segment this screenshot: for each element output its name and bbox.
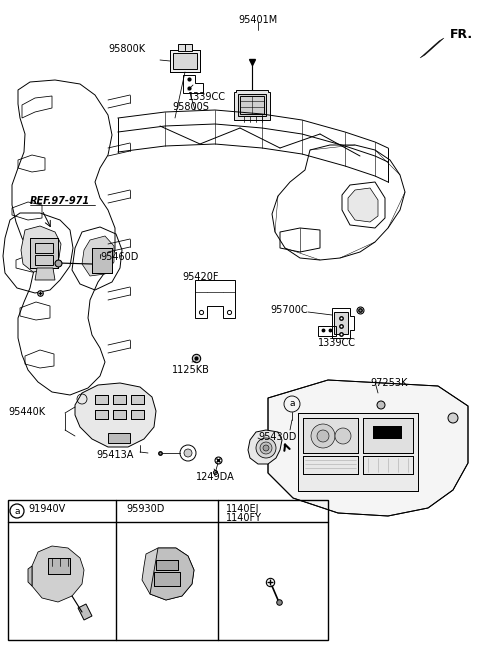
Circle shape: [260, 442, 272, 454]
Bar: [170, 50, 200, 72]
Text: 95460D: 95460D: [100, 252, 138, 262]
Bar: [156, 560, 178, 570]
Polygon shape: [28, 566, 32, 586]
Bar: [178, 44, 192, 51]
Bar: [303, 418, 358, 453]
Text: 95700C: 95700C: [270, 305, 308, 315]
Polygon shape: [420, 38, 444, 58]
Text: 1140FY: 1140FY: [226, 513, 262, 523]
Bar: [95, 395, 108, 404]
Bar: [92, 248, 112, 273]
Bar: [298, 413, 418, 491]
Bar: [131, 410, 144, 419]
Bar: [95, 395, 108, 404]
Text: 1140EJ: 1140EJ: [226, 504, 260, 514]
Polygon shape: [142, 548, 194, 600]
Circle shape: [184, 449, 192, 457]
Circle shape: [377, 401, 385, 409]
Bar: [92, 248, 112, 273]
Circle shape: [335, 428, 351, 444]
Bar: [154, 572, 180, 586]
Bar: [30, 238, 58, 268]
Text: 95800K: 95800K: [108, 44, 145, 54]
Bar: [113, 395, 126, 404]
Bar: [238, 94, 266, 116]
Bar: [95, 410, 108, 419]
Bar: [334, 312, 348, 334]
Text: 1125KB: 1125KB: [172, 365, 210, 375]
Circle shape: [311, 424, 335, 448]
Text: a: a: [14, 506, 20, 515]
Bar: [303, 456, 358, 474]
Bar: [131, 410, 144, 419]
Bar: [298, 413, 418, 491]
Polygon shape: [268, 380, 468, 516]
Bar: [95, 410, 108, 419]
Bar: [35, 255, 53, 265]
Polygon shape: [82, 236, 114, 276]
Text: 95430D: 95430D: [258, 432, 296, 442]
Polygon shape: [35, 268, 55, 280]
Bar: [48, 558, 70, 574]
Bar: [131, 395, 144, 404]
Bar: [363, 418, 413, 453]
Polygon shape: [32, 546, 84, 602]
Circle shape: [317, 430, 329, 442]
Text: 95930D: 95930D: [126, 504, 164, 514]
Bar: [108, 433, 130, 443]
Bar: [173, 53, 197, 69]
Text: 95420F: 95420F: [182, 272, 218, 282]
Bar: [303, 456, 358, 474]
Bar: [113, 395, 126, 404]
Text: FR.: FR.: [450, 28, 473, 41]
Polygon shape: [78, 604, 92, 620]
Bar: [156, 560, 178, 570]
Bar: [363, 418, 413, 453]
Bar: [303, 418, 358, 453]
Bar: [131, 395, 144, 404]
Bar: [363, 456, 413, 474]
Text: 91940V: 91940V: [28, 504, 65, 514]
Bar: [8, 500, 328, 640]
Bar: [35, 243, 53, 253]
Text: a: a: [289, 400, 295, 408]
Bar: [170, 50, 200, 72]
Bar: [154, 572, 180, 586]
Bar: [113, 410, 126, 419]
Circle shape: [448, 413, 458, 423]
Bar: [373, 426, 401, 438]
Text: 1339CC: 1339CC: [188, 92, 226, 102]
Polygon shape: [150, 548, 194, 600]
Bar: [30, 238, 58, 268]
Bar: [48, 558, 70, 574]
Text: 1339CC: 1339CC: [318, 338, 356, 348]
Polygon shape: [348, 188, 378, 222]
Bar: [240, 96, 264, 114]
Text: 97253K: 97253K: [370, 378, 408, 388]
Bar: [113, 410, 126, 419]
Circle shape: [263, 445, 269, 451]
Text: 1249DA: 1249DA: [196, 472, 235, 482]
Bar: [373, 426, 401, 438]
Circle shape: [256, 438, 276, 458]
Text: 95440K: 95440K: [8, 407, 45, 417]
Bar: [363, 456, 413, 474]
Polygon shape: [21, 226, 61, 272]
Polygon shape: [75, 383, 156, 447]
Text: 95401M: 95401M: [239, 15, 277, 25]
Polygon shape: [234, 90, 270, 120]
Polygon shape: [248, 430, 282, 464]
Text: 95413A: 95413A: [96, 450, 133, 460]
Text: 95800S: 95800S: [172, 102, 209, 112]
Text: REF.97-971: REF.97-971: [30, 196, 90, 206]
